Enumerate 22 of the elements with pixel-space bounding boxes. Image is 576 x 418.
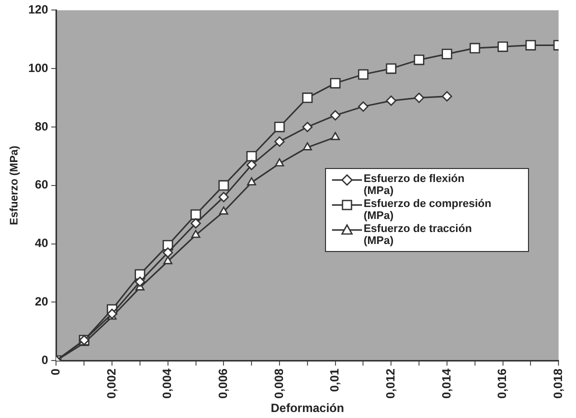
y-tick-label: 80 (34, 119, 49, 134)
y-tick-label: 60 (34, 178, 49, 192)
y-tick-label: 20 (34, 294, 49, 308)
y-axis-title: Esfuerzo (MPa) (8, 145, 21, 226)
y-tick-label: 0 (42, 352, 49, 367)
x-tick-label: 0 (48, 368, 63, 376)
x-tick-label: 0,018 (550, 368, 565, 399)
x-tick-label: 0,012 (383, 368, 398, 399)
y-tick-label: 100 (28, 60, 49, 75)
x-tick-label: 0,014 (439, 368, 454, 399)
x-axis-title: Deformación (270, 401, 344, 416)
x-tick-label: 0,002 (104, 368, 118, 399)
legend-label: Esfuerzo de tracción (MPa) (364, 223, 473, 248)
x-tick-label: 0,006 (216, 368, 230, 399)
y-tick-label: 40 (34, 236, 49, 250)
x-tick-label: 0,016 (495, 368, 510, 399)
x-tick-label: 0,004 (160, 368, 174, 399)
y-tick-label: 120 (28, 2, 49, 17)
legend-label: Esfuerzo de flexión (MPa) (364, 173, 466, 198)
x-tick-label: 0,008 (272, 368, 286, 399)
x-tick-label: 0,01 (328, 368, 342, 392)
legend-label: Esfuerzo de compresión (MPa) (364, 198, 492, 222)
